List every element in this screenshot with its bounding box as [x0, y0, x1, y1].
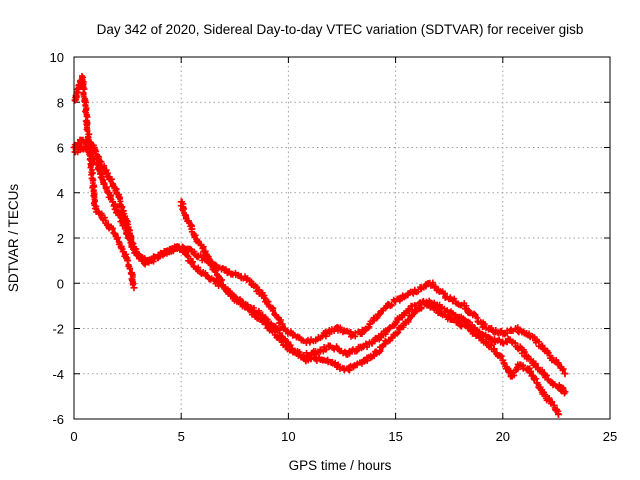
data-point-fill: [512, 339, 519, 346]
data-point-fill: [120, 221, 127, 228]
data-point-fill: [483, 338, 490, 345]
data-point-fill: [432, 283, 439, 290]
data-point-fill: [418, 304, 425, 311]
data-point-fill: [354, 347, 361, 354]
y-tick-label: 2: [57, 231, 64, 246]
y-axis-label: SDTVAR / TECUs: [6, 184, 21, 293]
data-point-fill: [82, 108, 89, 115]
data-point-fill: [114, 235, 121, 242]
data-point-fill: [89, 170, 96, 177]
y-tick-label: -2: [52, 322, 64, 337]
data-point: [561, 388, 569, 396]
data-point-fill: [109, 226, 116, 233]
data-point-fill: [255, 309, 262, 316]
y-tick-label: 8: [57, 95, 64, 110]
x-tick-label: 20: [496, 429, 510, 444]
data-point: [561, 370, 569, 378]
data-point-fill: [81, 86, 88, 93]
data-point-fill: [79, 83, 86, 90]
data-point-fill: [107, 176, 114, 183]
data-point-fill: [80, 91, 87, 98]
data-point-fill: [346, 367, 353, 374]
y-tick-label: 10: [50, 50, 64, 65]
series-track-c: [71, 72, 563, 418]
data-point: [188, 259, 196, 267]
y-axis-ticks: -6 -4 -2 0 2 4 6 8 10: [50, 50, 610, 427]
data-point-fill: [90, 192, 97, 199]
data-point-fill: [545, 396, 552, 403]
data-point-fill: [123, 230, 130, 237]
data-points: [70, 72, 569, 418]
y-tick-label: -6: [52, 412, 64, 427]
data-point: [555, 410, 563, 418]
x-tick-label: 10: [281, 429, 295, 444]
data-point-fill: [95, 164, 102, 171]
data-point-fill: [388, 301, 395, 308]
data-point-fill: [543, 372, 550, 379]
data-point-fill: [481, 321, 488, 328]
x-tick-label: 15: [388, 429, 402, 444]
data-point-fill: [288, 345, 295, 352]
x-tick-label: 25: [603, 429, 617, 444]
data-point-fill: [191, 248, 198, 255]
data-point-fill: [549, 398, 556, 405]
data-point-fill: [127, 265, 134, 272]
chart-title: Day 342 of 2020, Sidereal Day-to-day VTE…: [97, 22, 584, 37]
data-point-fill: [212, 267, 219, 274]
grid: [74, 57, 610, 419]
data-point-fill: [287, 342, 294, 349]
data-point-fill: [417, 301, 424, 308]
data-point-fill: [129, 281, 136, 288]
data-point-fill: [86, 138, 93, 145]
data-point-fill: [101, 180, 108, 187]
y-tick-label: 4: [57, 186, 64, 201]
y-tick-label: 6: [57, 141, 64, 156]
data-point: [130, 284, 138, 292]
data-point-fill: [124, 257, 131, 264]
data-point-fill: [365, 324, 372, 331]
data-point-fill: [466, 325, 473, 332]
data-point-fill: [319, 332, 326, 339]
x-axis-label: GPS time / hours: [289, 458, 392, 473]
data-point-fill: [497, 353, 504, 360]
x-axis-ticks: 0 5 10 15 20 25: [70, 57, 617, 444]
y-tick-label: -4: [52, 367, 64, 382]
x-tick-label: 0: [70, 429, 77, 444]
plot-frame: [73, 56, 611, 420]
y-tick-label: 0: [57, 276, 64, 291]
x-tick-label: 5: [178, 429, 185, 444]
